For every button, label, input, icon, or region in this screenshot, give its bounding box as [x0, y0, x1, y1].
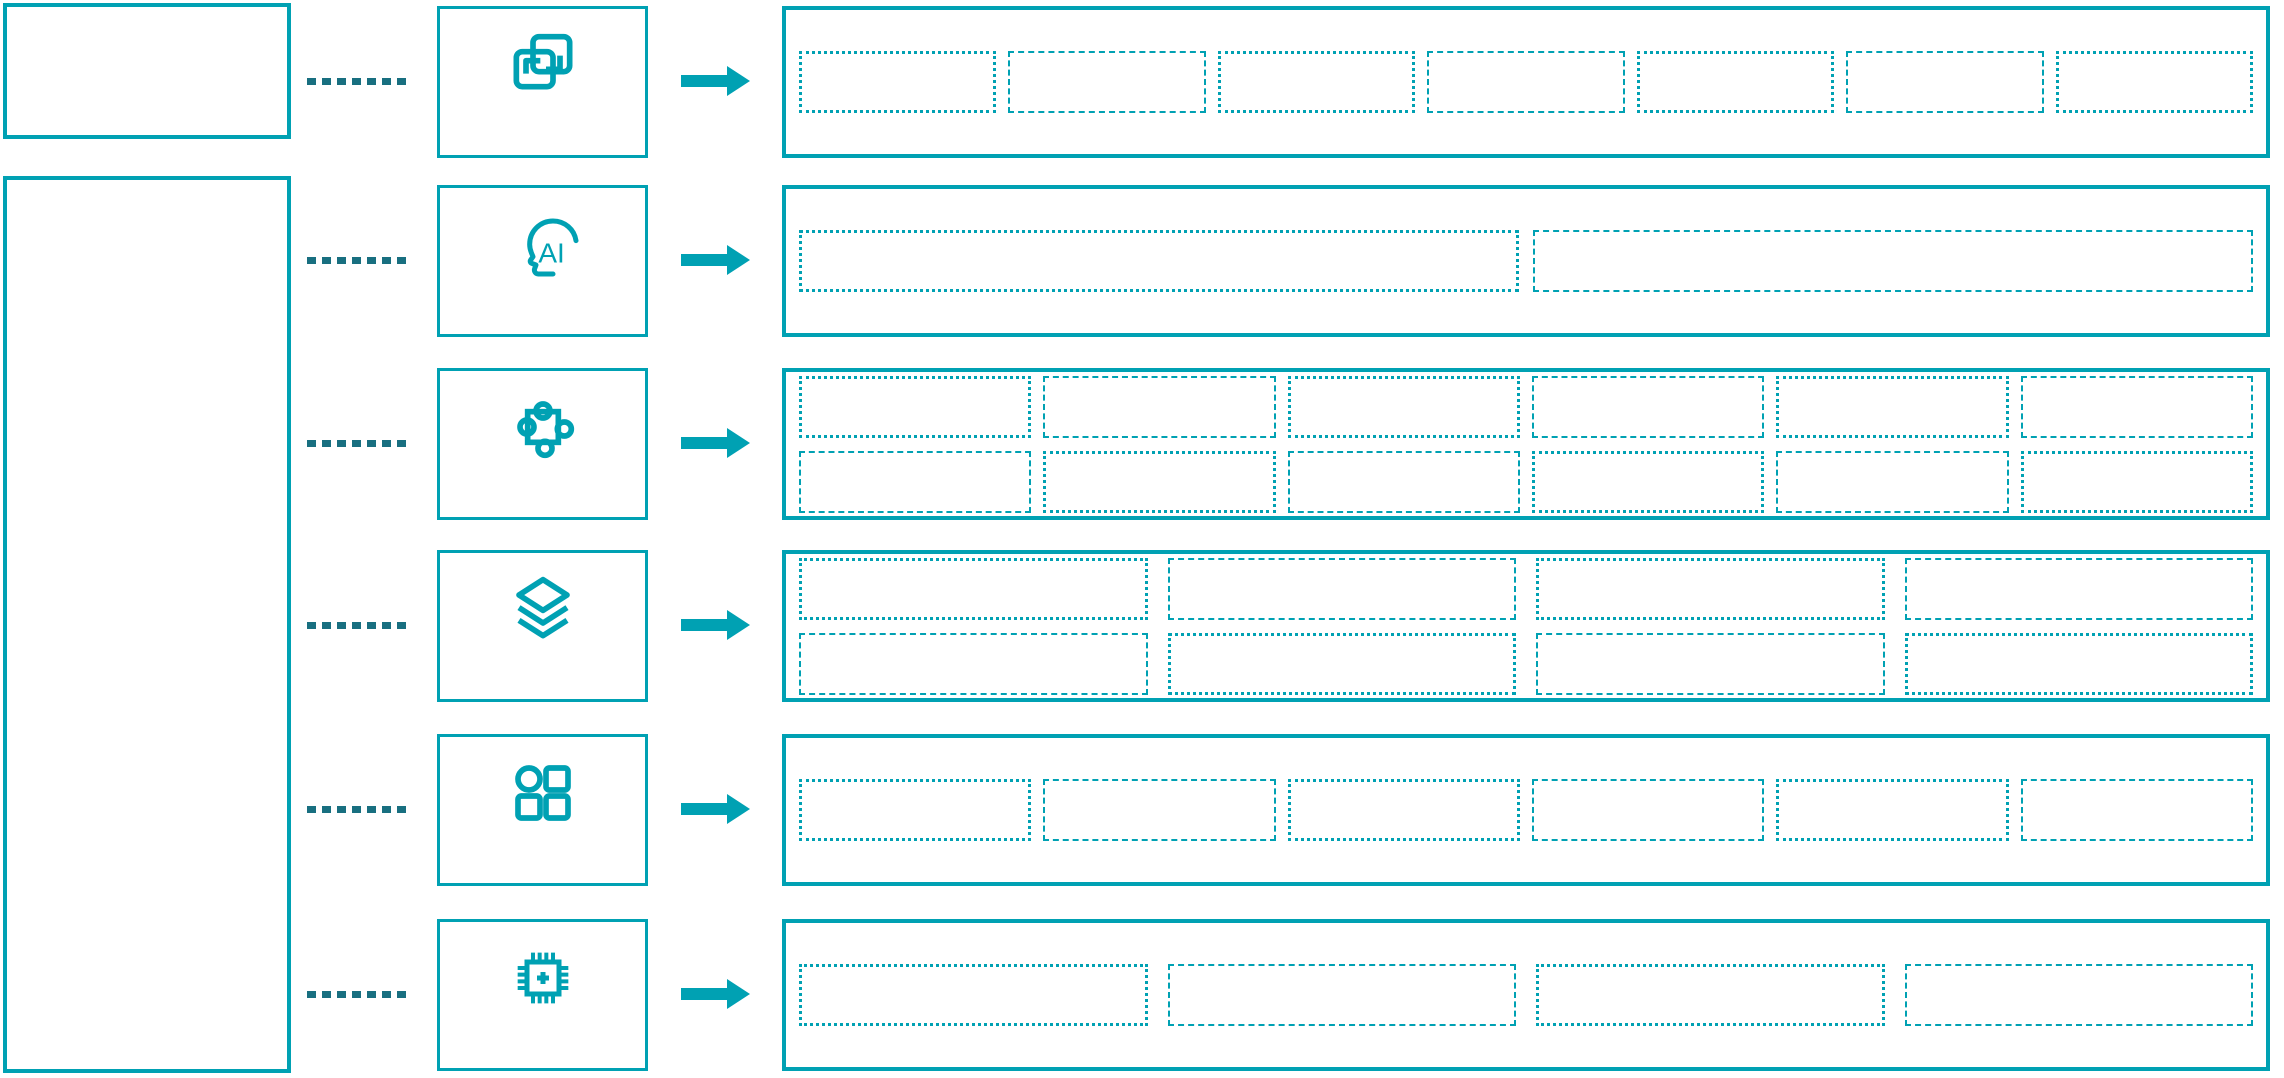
row-icon-box [437, 550, 648, 702]
process-row [0, 919, 2284, 1071]
dashed-connector [307, 257, 409, 264]
placeholder-slot [1043, 450, 1276, 513]
ai-head-icon: AI [503, 204, 583, 284]
placeholder-slot [1008, 51, 1206, 113]
flow-arrow-icon [681, 610, 750, 640]
dashed-connector [307, 806, 409, 813]
row-panel [782, 185, 2270, 337]
process-row [0, 6, 2284, 158]
placeholder-slot [1904, 557, 2253, 620]
placeholder-slot [2020, 375, 2253, 438]
dashed-connector [307, 78, 409, 85]
placeholder-slot [1167, 964, 1516, 1026]
placeholder-slot [1776, 375, 2009, 438]
process-row [0, 550, 2284, 702]
puzzle-icon [516, 401, 574, 459]
left-top-box [3, 3, 291, 139]
row-icon-box [437, 734, 648, 886]
placeholder-slot [799, 230, 1519, 292]
placeholder-slot [1217, 51, 1416, 113]
layers-icon [503, 569, 583, 649]
placeholder-slot [799, 51, 997, 113]
placeholder-slot [799, 450, 1032, 513]
row-panel [782, 734, 2270, 886]
placeholder-slot [1904, 632, 2253, 695]
clone-icon [513, 33, 572, 90]
row-icon-box [437, 919, 648, 1071]
flow-arrow-icon [681, 428, 750, 458]
dashed-connector [307, 622, 409, 629]
placeholder-slot [1531, 375, 1765, 438]
placeholder-slot [799, 964, 1148, 1026]
row-icon-box [437, 368, 648, 520]
placeholder-slot [1776, 450, 2009, 513]
flow-arrow-icon [681, 66, 750, 96]
left-main-box [3, 176, 291, 1073]
placeholder-slot [1776, 779, 2009, 841]
ai-head-icon: AI [526, 218, 578, 277]
placeholder-slot [1536, 632, 1885, 695]
apps-grid-icon [503, 753, 583, 833]
placeholder-slot [799, 375, 1032, 438]
placeholder-slot [1287, 450, 1520, 513]
placeholder-slot [1043, 375, 1276, 438]
flow-arrow-icon [681, 245, 750, 275]
clone-icon [503, 25, 583, 105]
placeholder-slot [2055, 51, 2253, 113]
row-panel [782, 550, 2270, 702]
placeholder-slot [1531, 450, 1765, 513]
placeholder-slot [1536, 557, 1885, 620]
ai-icon-label: AI [538, 238, 564, 269]
apps-grid-icon [514, 765, 571, 821]
process-row [0, 734, 2284, 886]
dashed-connector [307, 440, 409, 447]
placeholder-slot [1531, 779, 1765, 841]
flow-arrow-icon [681, 979, 750, 1009]
placeholder-slot [1043, 779, 1276, 841]
placeholder-slot [1536, 964, 1885, 1026]
placeholder-slot [1167, 557, 1516, 620]
placeholder-slot [2020, 450, 2253, 513]
placeholder-slot [1904, 964, 2253, 1026]
flow-arrow-icon [681, 794, 750, 824]
row-panel [782, 6, 2270, 158]
process-row: AI [0, 185, 2284, 337]
placeholder-slot [799, 779, 1032, 841]
placeholder-slot [1533, 230, 2253, 292]
chip-plus-icon [503, 938, 583, 1018]
process-row [0, 368, 2284, 520]
dashed-connector [307, 991, 409, 998]
placeholder-slot [1846, 51, 2044, 113]
placeholder-slot [1287, 375, 1520, 438]
row-icon-box: AI [437, 185, 648, 337]
placeholder-slot [2020, 779, 2253, 841]
placeholder-slot [1167, 632, 1516, 695]
placeholder-slot [799, 632, 1148, 695]
placeholder-slot [1427, 51, 1625, 113]
puzzle-icon [503, 387, 583, 467]
row-panel [782, 919, 2270, 1071]
chip-plus-icon [517, 952, 568, 1004]
placeholder-slot [1287, 779, 1520, 841]
layers-icon [515, 576, 570, 639]
row-icon-box [437, 6, 648, 158]
row-panel [782, 368, 2270, 520]
placeholder-slot [799, 557, 1148, 620]
placeholder-slot [1636, 51, 1835, 113]
